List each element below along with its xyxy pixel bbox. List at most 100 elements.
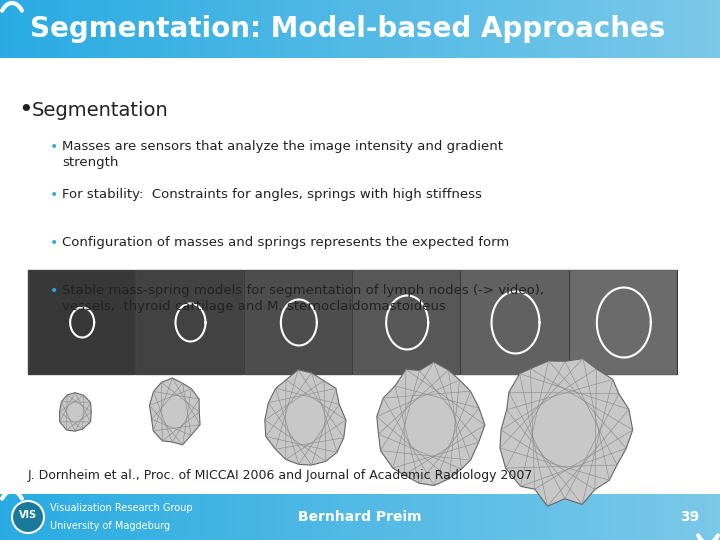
Bar: [444, 494, 446, 540]
Bar: [374, 0, 377, 58]
Bar: [209, 0, 211, 58]
Bar: [554, 494, 557, 540]
Bar: [36, 494, 38, 540]
Bar: [706, 0, 708, 58]
Bar: [497, 494, 499, 540]
Bar: [502, 494, 504, 540]
Bar: [348, 494, 351, 540]
Bar: [173, 494, 175, 540]
Bar: [533, 0, 535, 58]
Text: •: •: [18, 98, 32, 122]
Bar: [617, 0, 619, 58]
Bar: [245, 0, 247, 58]
Bar: [132, 0, 135, 58]
Bar: [581, 494, 583, 540]
Bar: [31, 494, 34, 540]
Bar: [569, 494, 571, 540]
Bar: [300, 0, 302, 58]
Bar: [358, 494, 360, 540]
Bar: [264, 0, 266, 58]
Text: •: •: [50, 284, 58, 298]
Bar: [343, 494, 346, 540]
Bar: [317, 494, 319, 540]
Bar: [41, 494, 43, 540]
Bar: [583, 494, 585, 540]
Bar: [605, 0, 607, 58]
Bar: [171, 0, 173, 58]
Bar: [360, 0, 362, 58]
Bar: [50, 494, 53, 540]
Bar: [485, 0, 487, 58]
Bar: [202, 0, 204, 58]
Bar: [106, 0, 108, 58]
Bar: [557, 494, 559, 540]
Bar: [9, 0, 12, 58]
Bar: [372, 0, 374, 58]
Bar: [168, 494, 171, 540]
Bar: [528, 494, 531, 540]
Bar: [432, 494, 434, 540]
Bar: [482, 0, 485, 58]
Bar: [646, 494, 648, 540]
Bar: [7, 494, 9, 540]
Bar: [108, 494, 110, 540]
Bar: [482, 494, 485, 540]
Bar: [17, 0, 19, 58]
Bar: [585, 0, 588, 58]
Bar: [115, 0, 117, 58]
Bar: [502, 0, 504, 58]
Bar: [497, 0, 499, 58]
Bar: [463, 494, 466, 540]
Bar: [235, 0, 238, 58]
Bar: [89, 494, 91, 540]
Bar: [103, 494, 106, 540]
Bar: [302, 0, 305, 58]
Bar: [307, 494, 310, 540]
Bar: [70, 494, 72, 540]
Bar: [567, 0, 569, 58]
Bar: [708, 494, 711, 540]
Bar: [319, 0, 322, 58]
Bar: [28, 270, 678, 375]
Bar: [295, 0, 297, 58]
Bar: [293, 0, 295, 58]
Bar: [588, 494, 590, 540]
Bar: [240, 0, 243, 58]
Bar: [629, 494, 631, 540]
Bar: [12, 0, 14, 58]
Bar: [38, 494, 41, 540]
Text: Bernhard Preim: Bernhard Preim: [298, 510, 422, 524]
Bar: [125, 0, 127, 58]
Bar: [621, 494, 624, 540]
Bar: [353, 0, 355, 58]
Bar: [696, 0, 698, 58]
Bar: [701, 0, 703, 58]
Bar: [22, 494, 24, 540]
Bar: [297, 0, 300, 58]
Bar: [96, 494, 99, 540]
Bar: [305, 0, 307, 58]
Bar: [58, 0, 60, 58]
Bar: [310, 494, 312, 540]
Bar: [427, 0, 430, 58]
Bar: [283, 0, 286, 58]
Bar: [130, 494, 132, 540]
Bar: [259, 494, 261, 540]
Bar: [137, 494, 139, 540]
Bar: [197, 494, 199, 540]
Bar: [583, 0, 585, 58]
Bar: [549, 0, 552, 58]
Bar: [139, 0, 142, 58]
Bar: [430, 0, 432, 58]
Bar: [415, 494, 418, 540]
Circle shape: [12, 501, 44, 533]
Bar: [329, 494, 331, 540]
Bar: [2, 494, 5, 540]
Bar: [19, 494, 22, 540]
Bar: [574, 0, 576, 58]
Bar: [151, 0, 153, 58]
Bar: [610, 494, 612, 540]
Bar: [403, 494, 405, 540]
Bar: [312, 0, 315, 58]
Bar: [189, 0, 192, 58]
